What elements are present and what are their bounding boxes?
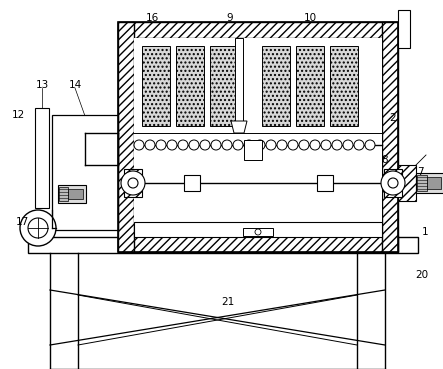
Bar — [52, 115, 118, 230]
Circle shape — [354, 140, 364, 150]
Bar — [382, 22, 398, 252]
Circle shape — [381, 171, 405, 195]
Circle shape — [222, 140, 232, 150]
Circle shape — [189, 140, 199, 150]
Bar — [58, 185, 86, 203]
Text: 2: 2 — [390, 113, 396, 123]
Bar — [416, 173, 443, 193]
Bar — [118, 22, 398, 252]
Bar — [330, 46, 358, 126]
Bar — [417, 175, 427, 191]
Bar — [124, 169, 142, 197]
Text: 20: 20 — [416, 270, 428, 280]
Bar — [176, 46, 204, 126]
Bar — [427, 177, 441, 189]
Bar — [142, 46, 170, 126]
Bar — [134, 38, 382, 236]
Bar — [296, 46, 324, 126]
Bar — [317, 175, 333, 191]
Bar — [244, 140, 262, 160]
Circle shape — [321, 140, 331, 150]
Circle shape — [200, 140, 210, 150]
Bar — [262, 46, 290, 126]
Text: 7: 7 — [417, 167, 424, 177]
Circle shape — [134, 140, 144, 150]
Circle shape — [145, 140, 155, 150]
Circle shape — [233, 140, 243, 150]
Bar — [59, 187, 68, 201]
Circle shape — [388, 178, 398, 188]
Bar — [184, 175, 200, 191]
Circle shape — [365, 140, 375, 150]
Circle shape — [288, 140, 298, 150]
Circle shape — [332, 140, 342, 150]
Bar — [68, 189, 83, 199]
Bar — [243, 228, 273, 236]
Circle shape — [310, 140, 320, 150]
Circle shape — [244, 140, 254, 150]
Bar — [118, 22, 398, 38]
Bar — [398, 165, 416, 201]
Text: 10: 10 — [303, 13, 317, 23]
Bar — [235, 38, 243, 121]
Bar — [118, 22, 134, 252]
Circle shape — [28, 218, 48, 238]
Polygon shape — [231, 121, 247, 133]
Bar — [118, 236, 398, 252]
Circle shape — [128, 178, 138, 188]
Bar — [134, 222, 382, 237]
Circle shape — [167, 140, 177, 150]
Text: 1: 1 — [422, 227, 428, 237]
Circle shape — [343, 140, 353, 150]
Text: 9: 9 — [227, 13, 233, 23]
Bar — [28, 237, 418, 253]
Circle shape — [156, 140, 166, 150]
Circle shape — [299, 140, 309, 150]
Circle shape — [178, 140, 188, 150]
Circle shape — [255, 140, 265, 150]
Bar — [35, 108, 49, 208]
Text: 8: 8 — [382, 155, 389, 165]
Bar — [384, 169, 402, 197]
Text: 16: 16 — [145, 13, 159, 23]
Circle shape — [121, 171, 145, 195]
Text: 13: 13 — [35, 80, 49, 90]
Text: 21: 21 — [222, 297, 235, 307]
Text: 17: 17 — [16, 217, 29, 227]
Text: 12: 12 — [12, 110, 25, 120]
Text: 14: 14 — [68, 80, 82, 90]
Circle shape — [266, 140, 276, 150]
Circle shape — [20, 210, 56, 246]
Circle shape — [277, 140, 287, 150]
Circle shape — [255, 229, 261, 235]
Bar — [210, 46, 238, 126]
Circle shape — [211, 140, 221, 150]
Bar — [398, 10, 410, 48]
